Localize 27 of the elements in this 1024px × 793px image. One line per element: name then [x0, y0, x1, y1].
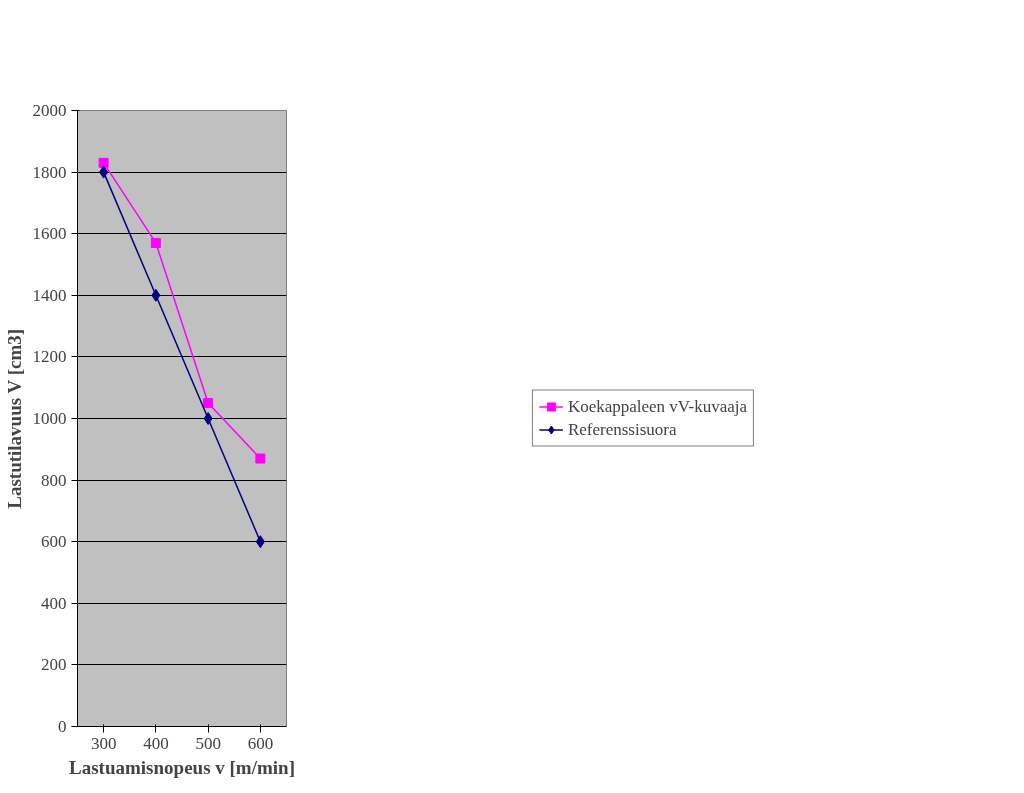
- point: [203, 398, 214, 409]
- y-tick-label: 1200: [32, 347, 67, 367]
- y-axis-title: Lastutilavuus V [cm3]: [3, 328, 25, 509]
- point: [255, 535, 265, 549]
- y-tick-label: 1600: [32, 224, 67, 244]
- y-tick-label: 800: [41, 470, 67, 490]
- x-axis-title: Lastuamisnopeus v [m/min]: [69, 756, 295, 778]
- point: [151, 288, 161, 302]
- x-tick-label: 400: [143, 733, 169, 753]
- y-tick-label: 400: [41, 593, 67, 613]
- point: [98, 157, 109, 168]
- y-tick-label: 1400: [32, 285, 67, 305]
- y-tick-label: 600: [41, 532, 67, 552]
- y-tick-label: 1800: [32, 162, 67, 182]
- legend-label: Koekappaleen vV-kuvaaja: [567, 396, 748, 417]
- y-tick-label: 0: [58, 717, 67, 736]
- y-tick-label: 200: [41, 655, 67, 675]
- point: [255, 453, 266, 464]
- point: [203, 412, 213, 425]
- x-tick-label: 500: [195, 733, 221, 753]
- point: [150, 237, 161, 248]
- x-tick-label: 300: [90, 733, 117, 753]
- point: [99, 165, 109, 179]
- y-tick-label: 2000: [32, 101, 67, 120]
- legend-label: Referenssisuora: [567, 419, 677, 440]
- x-tick-label: 600: [247, 733, 274, 753]
- y-tick-label: 1000: [32, 409, 67, 428]
